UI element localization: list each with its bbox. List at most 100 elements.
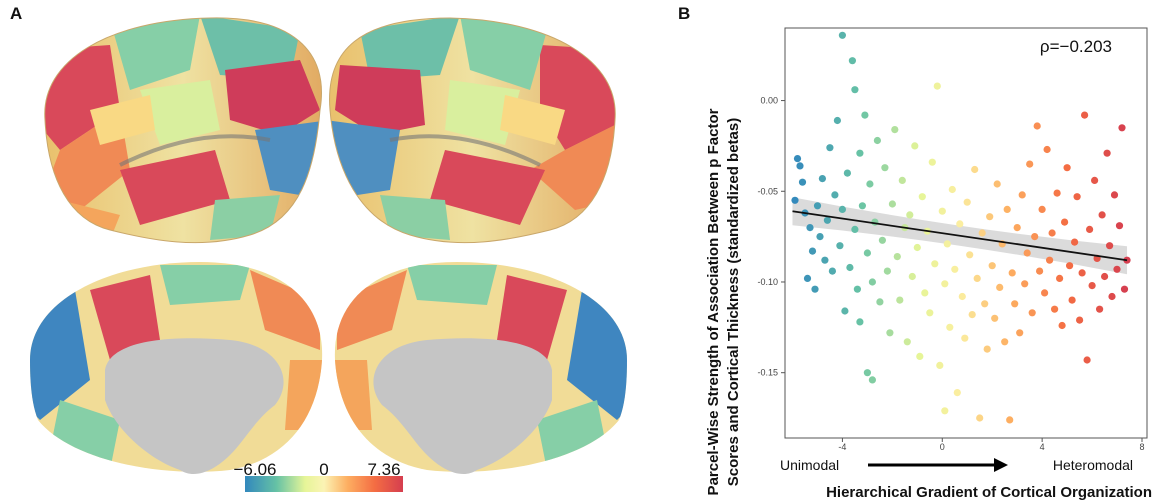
data-point — [848, 57, 857, 65]
data-point — [1088, 282, 1096, 290]
data-point — [806, 224, 814, 232]
y-tick-label: -0.15 — [757, 368, 778, 378]
data-point — [813, 202, 822, 210]
data-point — [1011, 300, 1019, 308]
data-point — [943, 240, 951, 248]
x-label-heteromodal: Heteromodal — [1053, 457, 1133, 473]
panel-a-label: A — [10, 4, 23, 23]
data-point — [956, 220, 964, 228]
data-point — [851, 86, 859, 94]
data-point — [916, 352, 924, 360]
data-point — [1066, 262, 1074, 270]
data-point — [1061, 218, 1069, 226]
colorbar: −6.06 0 7.36 — [233, 460, 403, 492]
data-point — [1043, 145, 1051, 154]
data-point — [866, 180, 874, 188]
data-point — [1118, 124, 1126, 132]
data-point — [1013, 224, 1021, 232]
data-point — [1081, 111, 1089, 119]
data-point — [1033, 122, 1041, 130]
data-point — [918, 193, 926, 201]
data-point — [1115, 222, 1124, 230]
data-point — [996, 283, 1004, 291]
data-point — [1001, 338, 1009, 346]
data-point — [1038, 205, 1046, 213]
data-point — [893, 253, 901, 261]
data-point — [808, 247, 817, 255]
data-point — [1026, 160, 1034, 168]
data-point — [836, 242, 844, 250]
data-point — [798, 178, 807, 186]
scatter-plot: -4 0 4 8 0.00 -0.05 -0.10 -0.15 ρ=−0.203 — [757, 27, 1148, 452]
data-point — [1016, 329, 1024, 337]
data-point — [838, 31, 847, 39]
data-point — [791, 196, 799, 204]
y-axis-ticks: 0.00 -0.05 -0.10 -0.15 — [757, 96, 785, 378]
data-point — [903, 338, 911, 346]
data-point — [826, 144, 834, 152]
data-point — [896, 296, 904, 304]
data-point — [868, 278, 877, 286]
data-point — [993, 180, 1001, 188]
data-point — [928, 158, 936, 166]
data-point — [1056, 274, 1064, 282]
x-label-unimodal: Unimodal — [780, 457, 839, 473]
data-point — [978, 229, 986, 237]
data-point — [846, 263, 854, 272]
data-point — [921, 289, 929, 297]
data-point — [811, 285, 819, 293]
data-point — [828, 267, 837, 275]
x-axis-label: Hierarchical Gradient of Cortical Organi… — [826, 484, 1152, 500]
data-point — [1021, 280, 1029, 288]
data-point — [1120, 285, 1129, 293]
data-point — [881, 164, 889, 172]
data-point — [1068, 296, 1076, 304]
data-point — [971, 165, 979, 174]
data-point — [1071, 238, 1079, 246]
data-point — [1101, 272, 1109, 281]
data-point — [958, 292, 966, 301]
data-point — [821, 256, 829, 264]
panel-b-label: B — [678, 4, 691, 23]
data-point — [1063, 164, 1071, 172]
data-point — [961, 334, 969, 342]
data-point — [841, 307, 849, 315]
data-point — [1091, 176, 1099, 184]
x-tick-label: -4 — [838, 442, 846, 452]
data-point — [1023, 249, 1031, 257]
data-point — [988, 262, 996, 270]
y-tick-label: -0.10 — [757, 277, 778, 287]
data-point — [913, 243, 921, 252]
data-point — [1031, 233, 1039, 241]
data-point — [968, 311, 976, 319]
data-point — [908, 272, 916, 281]
data-point — [991, 314, 999, 322]
data-point — [796, 162, 804, 170]
data-point — [868, 376, 877, 384]
colorbar-max-label: 7.36 — [367, 460, 400, 479]
data-point — [883, 267, 892, 275]
y-tick-label: -0.05 — [757, 186, 778, 196]
data-point — [1113, 265, 1121, 273]
data-point — [843, 169, 852, 177]
regression-line-stroke — [792, 210, 1128, 262]
data-point — [951, 265, 959, 273]
data-point — [1098, 211, 1106, 219]
brain-medial-right — [334, 262, 627, 475]
y-tick-label: 0.00 — [760, 96, 778, 106]
data-point — [818, 175, 827, 183]
data-point — [1041, 289, 1049, 297]
data-point — [898, 176, 906, 184]
data-point — [876, 298, 884, 306]
data-point — [953, 389, 961, 397]
data-point — [948, 185, 956, 194]
data-point — [878, 236, 887, 244]
colorbar-min-label: −6.06 — [233, 460, 276, 479]
rho-annotation: ρ=−0.203 — [1040, 37, 1112, 56]
data-point — [936, 361, 944, 369]
data-point — [1110, 191, 1119, 199]
data-point — [981, 300, 989, 308]
data-point — [933, 82, 941, 90]
data-point — [856, 318, 864, 326]
